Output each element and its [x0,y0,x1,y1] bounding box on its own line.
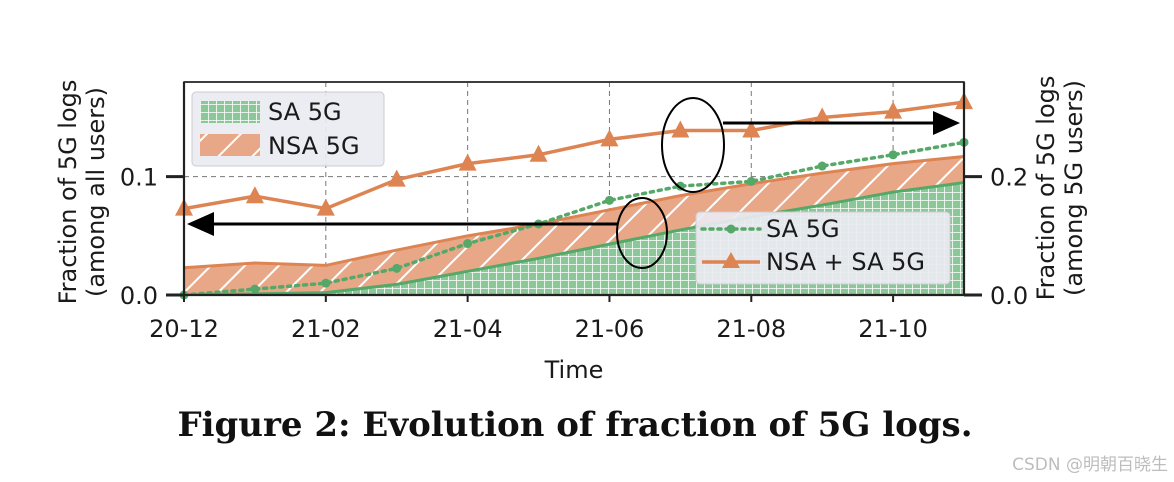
figure-caption: Figure 2: Evolution of fraction of 5G lo… [177,405,973,445]
y-right-tick-label: 0.0 [990,282,1028,310]
y-right-tick-label: 0.2 [990,164,1028,192]
x-tick-label: 21-10 [858,315,928,343]
area-nsa-5g-edge [184,155,964,270]
legend-right: SA 5G NSA + SA 5G [695,211,951,285]
marker-sa-5g [746,176,756,186]
legend-label-sa: SA 5G [268,98,342,126]
marker-nsa-sa-5g [316,198,335,216]
y-right-tick-labels: 0.0 0.2 [990,164,1028,310]
area-sa-5g-edge [184,181,964,295]
marker-nsa-sa-5g [245,186,264,204]
marker-sa-5g [888,150,898,160]
marker-nsa-sa-5g [387,169,406,187]
annotation-ellipse-left [616,197,668,269]
legend-swatch-nsa-sa-marker [722,252,740,268]
line-markers [175,92,973,300]
axes [182,81,966,297]
marker-sa-5g [250,284,260,294]
x-tick-label: 21-04 [433,315,503,343]
line-nsa-sa-5g [184,100,964,211]
marker-nsa-sa-5g [600,129,619,147]
x-tick-label: 21-08 [716,315,786,343]
legend-swatch-sa-area [200,101,260,123]
marker-nsa-sa-5g [813,107,832,125]
tick-marks [166,175,982,302]
x-tick-label: 21-02 [291,315,361,343]
x-tick-label: 20-12 [149,315,219,343]
area-nsa-5g [184,156,964,295]
marker-nsa-sa-5g [458,153,477,171]
y-left-axis-label-line1: Fraction of 5G logs [54,80,82,305]
annotation-ellipse-right [661,97,725,193]
legend-swatch-nsa-area [200,134,260,156]
marker-nsa-sa-5g [884,101,903,119]
y-left-tick-labels: 0.0 0.1 [120,164,158,310]
marker-sa-5g [463,239,473,249]
legend-label-sa-line: SA 5G [766,215,840,243]
legend-label-nsa: NSA 5G [268,132,360,160]
marker-sa-5g [817,161,827,171]
x-axis-label: Time [544,356,604,384]
y-left-tick-label: 0.1 [120,164,158,192]
legend-left: SA 5G NSA 5G [191,91,385,167]
marker-sa-5g [392,263,402,273]
y-right-axis-label-line1: Fraction of 5G logs [1032,76,1060,301]
marker-nsa-sa-5g [671,120,690,138]
marker-nsa-sa-5g [529,144,548,162]
marker-sa-5g [604,195,614,205]
legend-swatch-sa-marker [726,224,736,234]
x-tick-label: 21-06 [575,315,645,343]
x-tick-labels: 20-12 21-02 21-04 21-06 21-08 21-10 [149,315,928,343]
line-sa-5g [184,140,964,295]
watermark: CSDN @明朝百晓生 [1012,455,1168,475]
y-right-axis-label-line2: (among 5G users) [1060,80,1088,296]
y-left-axis-label-line2: (among all users) [82,87,110,297]
chart: 20-12 21-02 21-04 21-06 21-08 21-10 0.0 0.1 0.… [54,76,1088,384]
legend-label-nsa-sa-line: NSA + SA 5G [766,248,925,276]
marker-sa-5g [321,278,331,288]
line-series [184,100,964,295]
y-left-tick-label: 0.0 [120,282,158,310]
marker-nsa-sa-5g [742,120,761,138]
